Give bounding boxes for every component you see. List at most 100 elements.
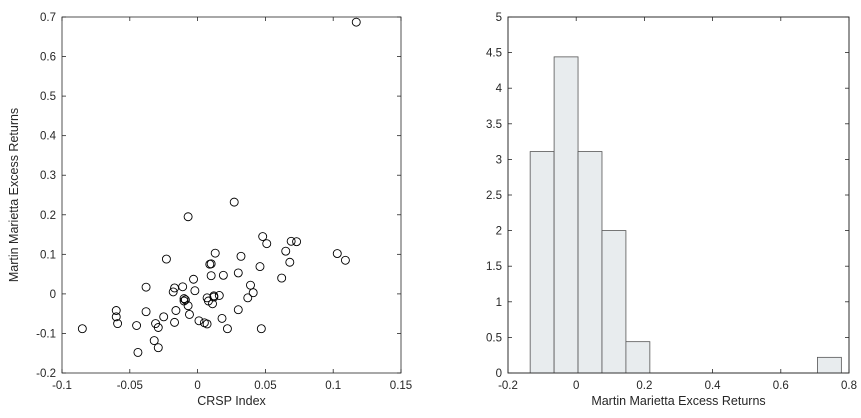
- scatter-point: [111, 312, 121, 322]
- histogram-ytick-label: 3: [496, 154, 502, 166]
- scatter-point: [141, 307, 151, 317]
- scatter-ytick-label: -0.1: [36, 328, 56, 340]
- scatter-point: [190, 286, 200, 296]
- scatter-point: [248, 288, 258, 298]
- scatter-ytick-label: 0.1: [40, 249, 56, 261]
- histogram-ytick-label: 4.5: [486, 48, 502, 60]
- histogram-xtick-label: 0.6: [773, 380, 789, 392]
- scatter-point: [340, 255, 350, 265]
- histogram-xtick-label: 0: [573, 380, 579, 392]
- scatter-point: [183, 212, 193, 222]
- scatter-xtick-label: 0.1: [325, 380, 341, 392]
- histogram-ytick-label: 1: [496, 297, 502, 309]
- histogram-xtick-label: 0.4: [705, 380, 722, 392]
- scatter-point: [153, 343, 163, 353]
- scatter-point: [233, 305, 243, 315]
- scatter-point: [236, 251, 246, 261]
- scatter-point: [206, 259, 216, 269]
- scatter-point: [133, 347, 143, 357]
- scatter-point: [185, 310, 194, 319]
- scatter-point: [202, 319, 212, 329]
- scatter-point: [210, 248, 220, 258]
- scatter-point: [286, 236, 296, 246]
- scatter-point: [332, 249, 342, 258]
- scatter-point: [113, 319, 123, 329]
- histogram-ytick-label: 0.5: [486, 332, 502, 344]
- scatter-ytick-label: 0: [50, 289, 56, 301]
- scatter-point: [206, 271, 216, 281]
- scatter-y-axis-label: Martin Marietta Excess Returns: [7, 108, 21, 282]
- scatter-point: [255, 262, 265, 272]
- scatter-point: [183, 301, 193, 311]
- histogram-xtick-label: -0.2: [498, 380, 518, 392]
- scatter-point: [178, 282, 188, 292]
- scatter-point: [243, 293, 253, 303]
- scatter-point: [168, 287, 178, 297]
- scatter-point: [218, 270, 228, 280]
- scatter-point: [149, 336, 159, 346]
- histogram-bar: [625, 341, 651, 374]
- scatter-point: [281, 246, 291, 256]
- histogram-bar: [529, 151, 555, 374]
- scatter-ytick-label: 0.3: [40, 170, 56, 182]
- histogram-bar: [601, 230, 627, 374]
- scatter-point: [292, 237, 302, 247]
- scatter-ytick-label: 0.5: [40, 91, 56, 103]
- scatter-point: [161, 254, 171, 264]
- scatter-point: [217, 313, 227, 323]
- scatter-xtick-label: 0.15: [390, 380, 412, 392]
- histogram-bar: [577, 151, 603, 374]
- scatter-point: [179, 294, 189, 304]
- scatter-point: [159, 312, 169, 322]
- histogram-ytick-label: 0: [496, 368, 502, 380]
- scatter-point: [256, 324, 266, 334]
- scatter-xtick-label: -0.1: [52, 380, 72, 392]
- histogram-ytick-label: 4: [496, 83, 503, 95]
- scatter-point: [153, 323, 163, 332]
- scatter-point: [229, 197, 239, 207]
- scatter-ytick-label: 0.7: [40, 12, 56, 24]
- scatter-point: [277, 273, 287, 283]
- scatter-point: [171, 306, 181, 315]
- histogram-xtick-label: 0.8: [841, 380, 857, 392]
- scatter-point: [285, 257, 295, 267]
- scatter-point: [214, 291, 224, 300]
- scatter-x-axis-label: CRSP Index: [197, 394, 266, 408]
- scatter-xtick-label: 0.05: [254, 380, 276, 392]
- scatter-point: [132, 321, 142, 330]
- histogram-ytick-label: 1.5: [486, 261, 502, 273]
- scatter-point: [189, 274, 198, 284]
- scatter-point: [233, 268, 243, 278]
- scatter-axes: -0.1 -0.05 0 0.05 0.1 0.15-0.2-0.100.10.20.30…: [7, 12, 412, 408]
- histogram-bar: [817, 356, 842, 374]
- scatter-point: [111, 306, 121, 315]
- scatter-point: [170, 317, 179, 327]
- scatter-xtick-label: 0: [194, 380, 200, 392]
- scatter-xtick-label: -0.05: [117, 380, 143, 392]
- scatter-point: [246, 280, 255, 290]
- histogram-axes: -0.2 0 0.2 0.4 0.6 0.800.511.522.533.544.55Ma…: [486, 12, 857, 408]
- scatter-point: [351, 17, 361, 27]
- scatter-ytick-label: 0.2: [40, 210, 56, 222]
- scatter-point: [209, 292, 219, 302]
- histogram-axes-frame: [507, 16, 850, 374]
- scatter-point: [262, 239, 272, 249]
- scatter-point: [222, 324, 232, 334]
- scatter-point: [194, 316, 204, 326]
- scatter-point: [180, 295, 190, 305]
- scatter-point: [258, 232, 268, 241]
- scatter-axes-box: [61, 16, 402, 374]
- scatter-point: [77, 324, 87, 334]
- histogram-ytick-label: 3.5: [486, 119, 502, 131]
- scatter-ytick-label: 0.4: [40, 131, 57, 143]
- histogram-ytick-label: 2: [496, 226, 502, 238]
- histogram-ytick-label: 2.5: [486, 190, 502, 202]
- histogram-ytick-label: 5: [496, 12, 502, 24]
- scatter-ytick-label: -0.2: [36, 368, 56, 380]
- histogram-bar: [553, 56, 579, 374]
- histogram-x-axis-label: Martin Marietta Excess Returns: [591, 394, 765, 408]
- scatter-point: [141, 282, 151, 292]
- scatter-ytick-label: 0.6: [40, 52, 56, 64]
- histogram-xtick-label: 0.2: [636, 380, 652, 392]
